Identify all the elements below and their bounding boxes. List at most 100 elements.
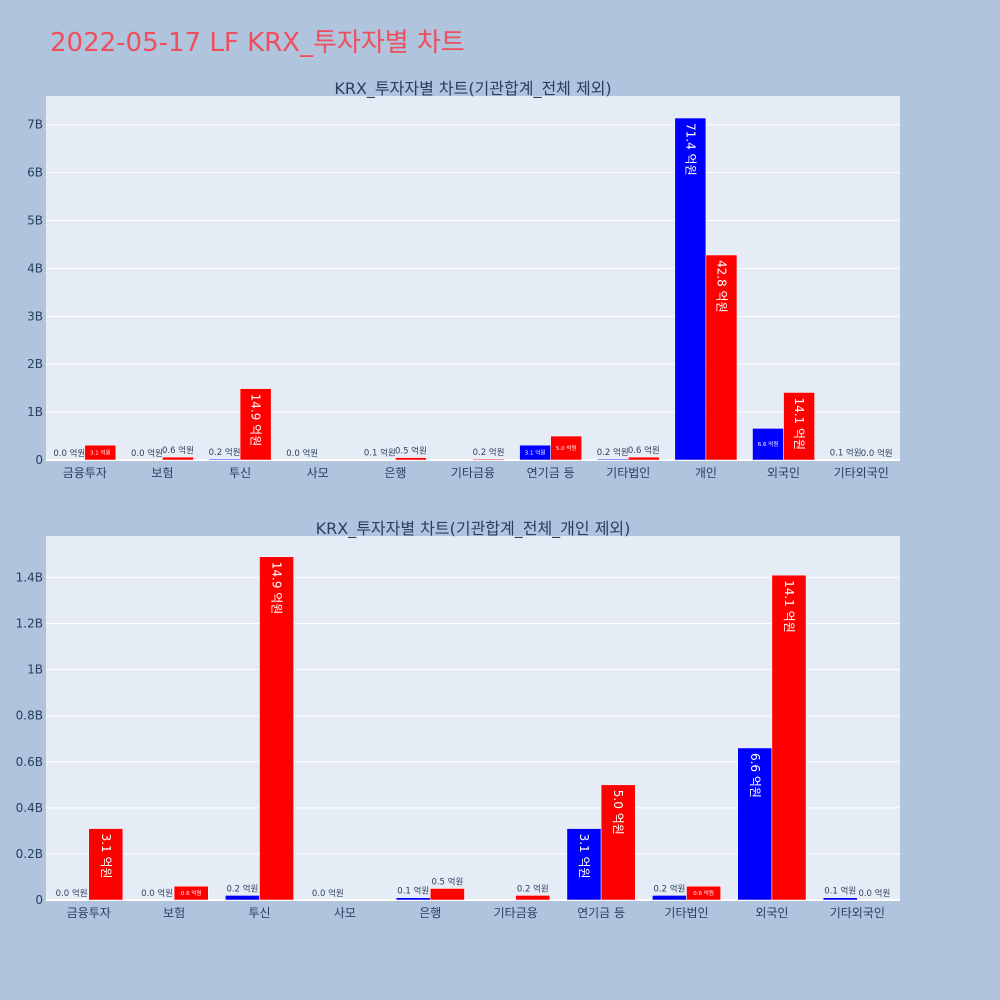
sell-bar	[395, 457, 427, 461]
chart-subtitle: KRX_투자자별 차트(기관합계_전체 제외)	[334, 79, 611, 99]
buy-bar	[225, 895, 260, 901]
x-tick-label: 은행	[419, 905, 441, 920]
y-tick-label: 1.4B	[16, 570, 43, 584]
y-tick-label: 7B	[27, 118, 43, 132]
data-label: 0.0 억원	[286, 448, 318, 459]
x-tick-label: 보험	[151, 466, 173, 480]
data-label: 0.2 억원	[597, 447, 629, 458]
chart-subtitle: KRX_투자자별 차트(기관합계_전체_개인 제외)	[316, 519, 631, 539]
x-tick-label: 은행	[384, 465, 406, 480]
sell-bar	[783, 392, 815, 461]
sell-bar	[84, 444, 117, 461]
sell-bar	[472, 458, 505, 461]
data-label: 3.1 억원	[99, 834, 113, 879]
data-label: 14.9 억원	[270, 562, 284, 615]
buy-bar	[395, 897, 431, 901]
chart-bottom: KRX_투자자별 차트(기관합계_전체_개인 제외) 0 0.2B 0.4B 0.6B 0…	[16, 519, 900, 920]
y-tick-label: 1B	[27, 663, 43, 677]
y-tick-label: 0	[35, 893, 43, 907]
data-label: 0.2 억원	[226, 883, 258, 894]
x-tick-label: 사모	[307, 466, 329, 480]
x-tick-label: 연기금 등	[527, 466, 575, 480]
x-tick-label: 연기금 등	[577, 906, 625, 920]
data-label: 14.1 억원	[782, 580, 796, 633]
data-label: 0.6 억원	[162, 445, 194, 456]
data-label: 0.5 억원	[395, 446, 427, 457]
data-label: 0.2 억원	[473, 447, 505, 458]
data-label: 0.2 억원	[653, 883, 685, 894]
buy-bar	[822, 897, 858, 901]
x-tick-label: 기타외국인	[830, 906, 885, 920]
y-tick-label: 0.8B	[16, 709, 43, 723]
x-tick-label: 기타법인	[664, 906, 708, 920]
y-tick-label: 2B	[27, 357, 43, 371]
data-label: 0.6 억원	[693, 889, 714, 897]
y-tick-label: 0.4B	[16, 801, 43, 815]
page-title: 2022-05-17 LF KRX_투자자별 차트	[50, 28, 465, 58]
x-tick-label: 투신	[229, 466, 251, 480]
sell-bar	[259, 556, 294, 901]
data-label: 3.1 억원	[577, 834, 591, 879]
y-tick-label: 4B	[27, 261, 43, 275]
x-tick-label: 기타금융	[451, 466, 495, 480]
data-label: 71.4 억원	[683, 123, 697, 176]
x-tick-label: 기타법인	[606, 466, 650, 480]
sell-bar	[686, 885, 721, 901]
y-tick-label: 0.6B	[16, 755, 43, 769]
x-tick-label: 기타외국인	[834, 466, 889, 480]
buy-bar	[752, 428, 784, 461]
plot-area	[46, 96, 900, 460]
data-label: 3.1 억원	[90, 449, 111, 457]
data-label: 0.1 억원	[364, 448, 396, 459]
sell-bar	[162, 456, 194, 461]
data-label: 0.0 억원	[312, 888, 344, 899]
x-tick-label: 기타금융	[494, 906, 538, 920]
x-tick-label: 외국인	[767, 466, 800, 480]
x-tick-label: 금융투자	[67, 906, 111, 920]
sell-bar	[239, 388, 272, 461]
sell-bar	[771, 574, 807, 901]
sell-bar	[515, 895, 551, 901]
x-tick-label: 투신	[248, 906, 270, 920]
y-tick-label: 1B	[27, 405, 43, 419]
data-label: 5.0 억원	[556, 444, 577, 452]
buy-bar	[652, 895, 687, 901]
data-label: 3.1 억원	[525, 449, 546, 457]
data-label: 5.0 억원	[611, 790, 625, 835]
sell-bar	[628, 456, 660, 461]
y-tick-label: 0	[35, 453, 43, 467]
y-tick-label: 6B	[27, 166, 43, 180]
sell-bar	[430, 888, 465, 901]
data-label: 14.9 억원	[249, 394, 263, 447]
y-tick-label: 3B	[27, 309, 43, 323]
sell-bar	[600, 784, 636, 901]
chart-top: KRX_투자자별 차트(기관합계_전체 제외) 0 1B 2B 3B 4B 5B 6B 7B 금융…	[27, 79, 900, 480]
data-label: 0.1 억원	[397, 886, 429, 897]
data-label: 0.6 억원	[181, 889, 202, 897]
x-tick-label: 보험	[163, 906, 185, 920]
data-label: 6.6 억원	[748, 753, 762, 798]
data-label: 0.0 억원	[861, 448, 893, 459]
data-label: 0.0 억원	[141, 888, 173, 899]
y-tick-label: 5B	[27, 214, 43, 228]
data-label: 0.1 억원	[824, 886, 856, 897]
y-tick-label: 0.2B	[16, 847, 43, 861]
data-label: 0.0 억원	[858, 888, 890, 899]
buy-bar	[566, 828, 602, 901]
data-label: 42.8 억원	[714, 260, 728, 313]
data-label: 0.0 억원	[56, 888, 88, 899]
x-tick-label: 개인	[695, 466, 717, 480]
data-label: 0.5 억원	[431, 876, 463, 887]
sell-bar	[705, 254, 738, 461]
sell-bar	[550, 435, 582, 461]
data-label: 0.1 억원	[830, 448, 862, 459]
x-tick-label: 금융투자	[63, 466, 107, 480]
buy-bar	[737, 747, 773, 901]
x-tick-label: 사모	[334, 906, 356, 920]
data-label: 0.0 억원	[53, 448, 85, 459]
data-label: 0.0 억원	[131, 448, 163, 459]
data-label: 0.2 억원	[517, 883, 549, 894]
buy-bar	[674, 117, 707, 461]
data-label: 6.6 억원	[758, 440, 779, 448]
x-tick-label: 외국인	[755, 906, 788, 920]
